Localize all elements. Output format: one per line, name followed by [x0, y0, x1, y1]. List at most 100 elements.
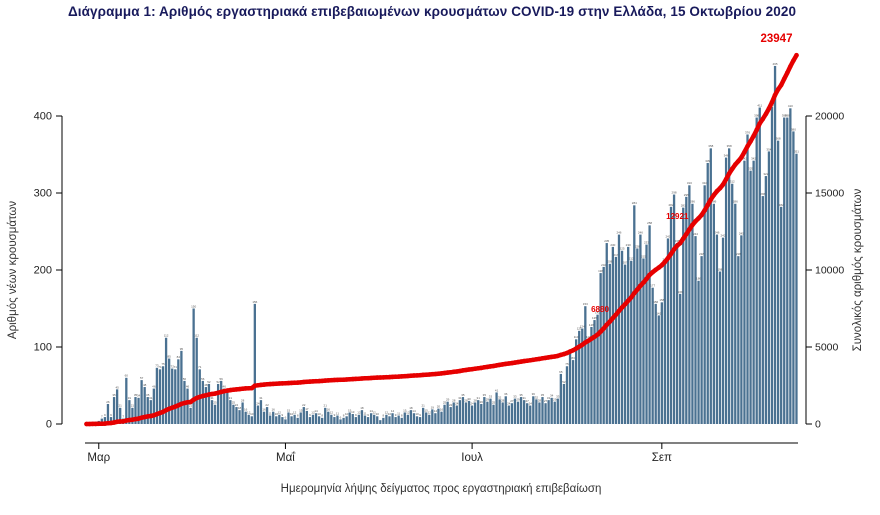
line-point	[668, 251, 674, 257]
bar-value-label: 245	[739, 231, 744, 235]
bar	[636, 248, 639, 424]
bar-value-label: 246	[638, 230, 643, 234]
bar	[232, 404, 235, 424]
bar-value-label: 282	[669, 203, 674, 207]
bar-value-label: 12	[278, 411, 282, 415]
bar	[700, 256, 703, 424]
line-point	[662, 259, 668, 265]
bar	[345, 416, 348, 424]
bar-value-label: 12	[293, 411, 297, 415]
bar	[415, 416, 419, 424]
bar-value-label: 24	[529, 401, 533, 405]
bar	[146, 397, 149, 424]
bar-value-label: 12	[385, 411, 389, 415]
bar-value-label: 230	[610, 243, 615, 247]
bar-value-label: 246	[714, 230, 719, 234]
bar	[229, 400, 232, 424]
bar-value-label: 71	[198, 365, 202, 369]
bar	[721, 237, 725, 424]
line-point	[604, 322, 609, 328]
bar-value-label: 368	[776, 137, 781, 141]
bar	[171, 368, 174, 424]
bar-value-label: 15	[287, 408, 291, 412]
bar	[308, 417, 312, 424]
bar-value-label: 342	[742, 157, 747, 161]
bar-value-label: 244	[693, 232, 698, 236]
bar	[550, 397, 553, 424]
bar	[571, 360, 575, 424]
bar	[155, 367, 159, 424]
bar-value-label: 158	[659, 298, 664, 302]
bar	[158, 369, 162, 424]
line-point	[726, 171, 732, 176]
bar-value-label: 12	[330, 411, 334, 415]
bar	[510, 403, 514, 424]
bar-value-label: 33	[489, 394, 493, 398]
bar	[388, 416, 391, 424]
bar-value-label: 25	[232, 401, 236, 405]
bar-value-label: 12	[406, 411, 410, 415]
x-axis-tick-label: Σεπ	[652, 452, 672, 464]
bar	[529, 405, 532, 424]
bar-value-label: 24	[256, 401, 260, 405]
bar	[599, 273, 602, 424]
bar-value-label: 177	[650, 284, 655, 288]
line-point	[598, 329, 603, 334]
bar-value-label: 246	[616, 230, 621, 234]
bar-value-label: 15	[348, 408, 352, 412]
bar	[201, 380, 204, 424]
line-point	[665, 255, 671, 261]
bar-value-label: 21	[189, 404, 193, 408]
bar-value-label: 153	[583, 302, 588, 306]
bar	[513, 398, 517, 424]
bar-value-label: 9	[110, 413, 112, 417]
bar-value-label: 46	[152, 384, 156, 388]
bar-value-label: 241	[665, 234, 670, 238]
bar	[633, 205, 636, 424]
x-axis-tick-label: Μαρ	[87, 452, 110, 464]
bar-value-label: 41	[495, 388, 499, 392]
bar	[544, 403, 547, 424]
bar	[207, 383, 211, 424]
bar	[780, 206, 783, 424]
bar-value-label: 31	[210, 396, 214, 400]
bar	[734, 203, 737, 424]
bar-value-label: 31	[458, 396, 462, 400]
bar-value-label: 22	[302, 403, 306, 407]
x-axis-title: Ημερομηνία λήψης δείγματος προς εργαστηρ…	[281, 483, 602, 495]
bar	[152, 388, 155, 424]
line-point	[751, 133, 756, 139]
bar	[330, 414, 333, 424]
bar	[501, 402, 504, 424]
bar	[489, 398, 492, 424]
bar-value-label: 48	[204, 383, 208, 387]
bar	[180, 350, 183, 424]
bar-value-label: 121	[577, 327, 582, 331]
bar	[532, 396, 535, 424]
bar-value-label: 65	[559, 370, 563, 374]
bar	[712, 203, 715, 424]
bar-value-label: 11	[363, 411, 366, 415]
cumulative-annotation: 6880	[591, 305, 609, 314]
bar-value-label: 14	[412, 409, 416, 413]
bar	[575, 339, 578, 424]
bar	[376, 416, 379, 424]
line-point	[628, 295, 634, 300]
bar	[296, 417, 299, 424]
bar-value-label: 228	[635, 244, 640, 248]
bar-value-label: 21	[324, 404, 328, 408]
bar-value-label: 230	[626, 243, 631, 247]
bar-value-label: 10	[317, 412, 321, 416]
bar	[366, 417, 370, 424]
bar	[786, 117, 789, 424]
bar	[792, 131, 795, 424]
bar-value-label: 52	[216, 380, 220, 384]
bar	[660, 302, 663, 424]
bar	[605, 243, 608, 424]
bar-value-label: 156	[653, 300, 658, 304]
bar-value-label: 56	[183, 377, 187, 381]
left-axis-tick-label: 200	[34, 265, 52, 277]
bar-value-label: 29	[486, 398, 490, 402]
bar-value-label: 242	[721, 234, 726, 238]
bar	[718, 271, 722, 424]
